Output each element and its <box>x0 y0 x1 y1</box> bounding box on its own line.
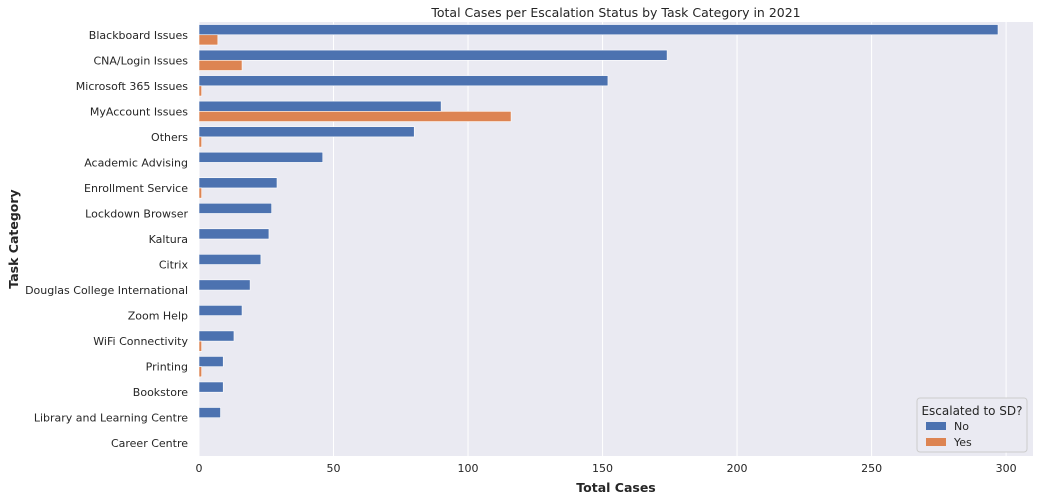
bars <box>198 24 999 419</box>
x-tick-label: 0 <box>196 462 203 475</box>
bar-yes-6 <box>198 187 202 199</box>
bar-no-7 <box>198 202 272 214</box>
y-tick-label: Others <box>151 131 188 144</box>
y-tick-label: Microsoft 365 Issues <box>76 80 188 93</box>
bar-yes-3 <box>198 111 512 122</box>
legend-swatch-no <box>926 422 946 430</box>
x-tick-label: 50 <box>327 462 341 475</box>
y-tick-label: Lockdown Browser <box>85 207 188 220</box>
bar-yes-13 <box>198 366 202 378</box>
y-tick-label: Career Centre <box>111 437 188 450</box>
bar-yes-12 <box>198 340 202 352</box>
x-tick-label: 200 <box>727 462 748 475</box>
x-tick-label: 100 <box>458 462 479 475</box>
legend-label-yes: Yes <box>953 436 972 449</box>
bar-no-9 <box>198 254 262 265</box>
bar-no-6 <box>198 177 278 189</box>
x-axis-label: Total Cases <box>576 480 655 495</box>
y-tick-labels: Blackboard Issues CNA/Login Issues Microso… <box>25 29 188 450</box>
bar-yes-2 <box>198 85 202 97</box>
x-tick-labels: 0 50 100 150 200 250 300 <box>196 462 1017 475</box>
y-tick-label: Printing <box>146 361 188 374</box>
y-tick-label: Douglas College International <box>25 284 188 297</box>
y-tick-label: Bookstore <box>133 386 188 399</box>
bar-no-13 <box>198 356 224 367</box>
bar-yes-1 <box>198 59 243 71</box>
y-tick-label: WiFi Connectivity <box>93 335 188 348</box>
bar-no-15 <box>198 407 221 419</box>
legend-title: Escalated to SD? <box>921 404 1022 418</box>
bar-yes-0 <box>198 34 219 46</box>
bar-no-11 <box>198 305 243 316</box>
y-tick-label: Enrollment Service <box>84 182 188 195</box>
bar-no-5 <box>198 151 324 163</box>
y-tick-label: Citrix <box>159 259 189 272</box>
bar-no-10 <box>198 279 251 291</box>
bar-no-8 <box>198 228 270 240</box>
y-tick-label: Kaltura <box>149 233 188 246</box>
bar-no-1 <box>198 49 668 61</box>
y-tick-label: Academic Advising <box>84 156 188 169</box>
bar-no-2 <box>198 75 609 87</box>
y-axis-label: Task Category <box>6 189 21 288</box>
legend-label-no: No <box>954 420 969 433</box>
x-tick-label: 250 <box>861 462 882 475</box>
chart-title: Total Cases per Escalation Status by Tas… <box>430 5 800 20</box>
y-tick-label: MyAccount Issues <box>90 105 188 118</box>
legend-swatch-yes <box>926 438 946 446</box>
plot-area <box>199 22 1033 456</box>
bar-no-0 <box>198 24 999 36</box>
y-tick-label: Blackboard Issues <box>89 29 188 42</box>
y-tick-label: Zoom Help <box>128 310 188 323</box>
bar-no-3 <box>198 100 442 112</box>
gridlines <box>198 22 1007 456</box>
bar-no-4 <box>198 126 415 138</box>
bar-no-14 <box>198 381 224 393</box>
x-tick-label: 150 <box>592 462 613 475</box>
bar-no-12 <box>198 330 235 342</box>
bar-yes-4 <box>198 136 202 148</box>
legend: Escalated to SD? No Yes <box>916 397 1028 453</box>
y-tick-label: CNA/Login Issues <box>94 54 189 67</box>
y-tick-label: Library and Learning Centre <box>34 412 188 425</box>
x-tick-label: 300 <box>996 462 1017 475</box>
